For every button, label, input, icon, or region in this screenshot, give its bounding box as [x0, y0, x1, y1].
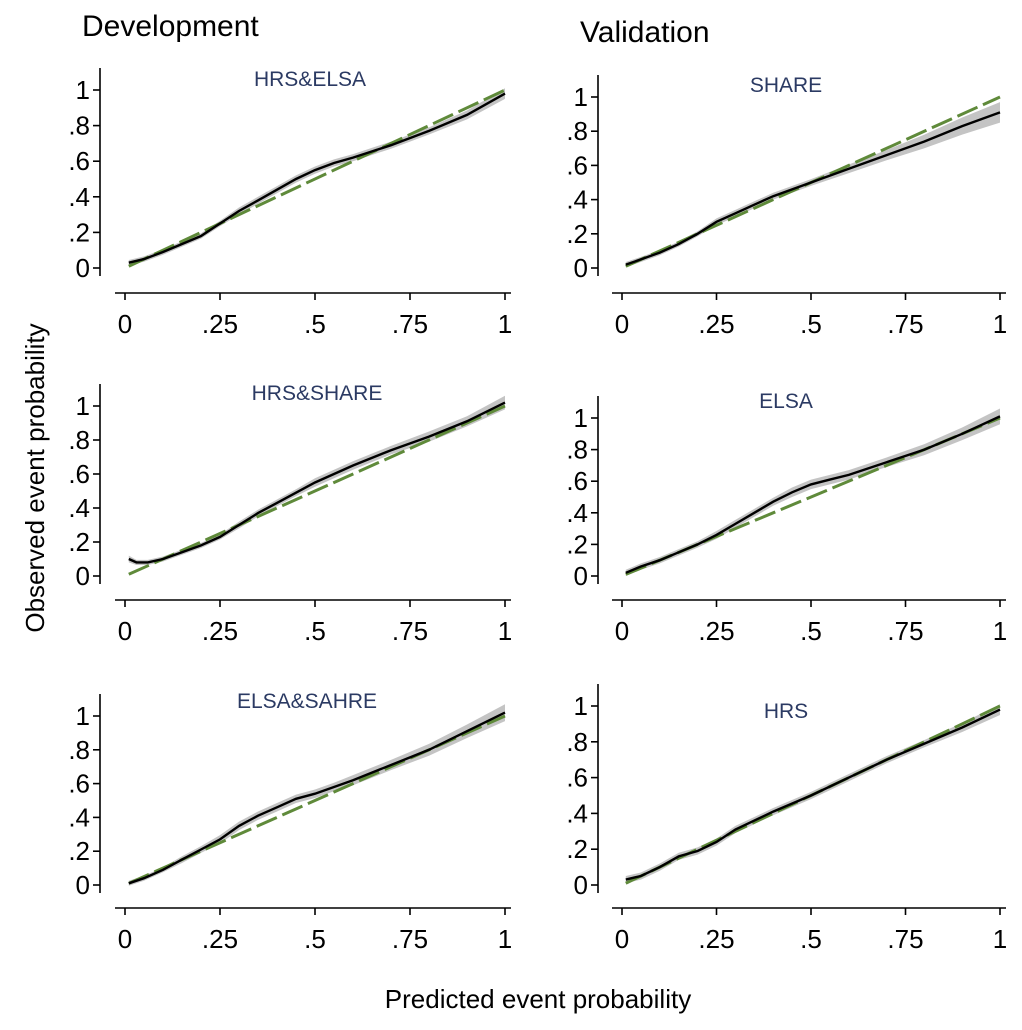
y-tick-label: 0: [76, 561, 90, 591]
y-tick-label: 1: [574, 403, 588, 433]
calibration-line: [128, 92, 506, 264]
x-tick-label: 1: [993, 924, 1007, 954]
x-tick-label: 1: [498, 309, 512, 339]
x-tick-label: 0: [118, 924, 132, 954]
y-tick-label: .2: [566, 529, 588, 559]
x-tick-label: 0: [118, 309, 132, 339]
x-tick-label: .75: [887, 309, 923, 339]
x-tick-label: 0: [118, 616, 132, 646]
panel-6: 0 .2 .4 .6 .8 1 0 .25 .5 .75 1 HRS: [566, 684, 1007, 954]
y-tick-label: .6: [566, 763, 588, 793]
y-tick-label: .8: [68, 735, 90, 765]
y-tick-label: .6: [566, 466, 588, 496]
y-tick-label: .8: [566, 727, 588, 757]
x-tick-label: .5: [304, 924, 326, 954]
y-tick-label: .4: [68, 802, 90, 832]
y-tick-label: 0: [574, 870, 588, 900]
y-axis-title: Observed event probability: [20, 323, 50, 632]
x-tick-label: 1: [993, 309, 1007, 339]
y-tick-label: .4: [566, 798, 588, 828]
x-tick-label: .75: [392, 309, 428, 339]
y-tick-label: .8: [566, 435, 588, 465]
y-tick-label: 1: [574, 82, 588, 112]
y-tick-label: .2: [566, 834, 588, 864]
panel-label: HRS&SHARE: [252, 382, 383, 405]
panel-label: HRS&ELSA: [254, 68, 366, 91]
panel-label: ELSA&SAHRE: [237, 690, 377, 713]
x-tick-label: .25: [202, 309, 238, 339]
y-tick-label: 1: [76, 391, 90, 421]
x-tick-label: .75: [887, 924, 923, 954]
panel-1: 0 .2 .4 .6 .8 1 0 .25 .5 .75 1 HRS&ELSA: [68, 68, 512, 339]
y-tick-label: 1: [574, 691, 588, 721]
x-tick-label: 1: [498, 924, 512, 954]
x-axis-title: Predicted event probability: [385, 984, 691, 1014]
reference-line: [128, 88, 506, 268]
panel-3: 0 .2 .4 .6 .8 1 0 .25 .5 .75 1 HRS&SHARE: [68, 382, 512, 646]
y-tick-label: .2: [68, 217, 90, 247]
calibration-line: [625, 415, 1001, 574]
x-tick-label: .75: [887, 616, 923, 646]
calibration-line: [625, 708, 1001, 881]
x-tick-label: .25: [698, 309, 734, 339]
column-title-development: Development: [82, 10, 259, 43]
x-tick-label: .75: [392, 616, 428, 646]
y-tick-label: 0: [76, 253, 90, 283]
panel-label: SHARE: [750, 74, 822, 97]
calibration-line: [625, 111, 1001, 266]
x-tick-label: .25: [698, 924, 734, 954]
calibration-line: [128, 401, 506, 564]
y-tick-label: .8: [68, 111, 90, 141]
panel-label: ELSA: [759, 390, 813, 413]
confidence-band: [625, 102, 1000, 268]
panel-label: HRS: [764, 700, 808, 723]
x-tick-label: .25: [202, 924, 238, 954]
x-tick-label: .5: [800, 924, 822, 954]
y-tick-label: .4: [566, 498, 588, 528]
panel-2: 0 .2 .4 .6 .8 1 0 .25 .5 .75 1 SHARE: [566, 74, 1007, 339]
y-tick-label: .4: [566, 185, 588, 215]
y-tick-label: .2: [68, 836, 90, 866]
panels-group: 0.2.4.6.810.25.5.75 1HRS&ELSA0.2.4.6.810.…: [68, 68, 1007, 954]
y-tick-label: .6: [68, 146, 90, 176]
x-tick-label: .5: [304, 309, 326, 339]
reference-line: [128, 404, 506, 576]
y-tick-label: .6: [566, 150, 588, 180]
y-tick-label: .2: [68, 527, 90, 557]
y-tick-label: .4: [68, 493, 90, 523]
x-tick-label: 1: [993, 616, 1007, 646]
y-tick-label: .6: [68, 769, 90, 799]
panel-5: 0 .2 .4.6 .8 1 0 .25 .5 .75 1 ELSA&SAHRE: [68, 690, 512, 954]
x-tick-label: 0: [615, 924, 629, 954]
y-tick-label: 0: [574, 253, 588, 283]
y-tick-label: 1: [76, 75, 90, 105]
y-tick-label: 0: [76, 870, 90, 900]
x-tick-label: .25: [698, 616, 734, 646]
x-tick-label: .75: [392, 924, 428, 954]
x-tick-label: .5: [800, 616, 822, 646]
y-tick-label: .8: [566, 116, 588, 146]
calibration-line: [128, 711, 506, 885]
x-tick-label: 1: [498, 616, 512, 646]
y-tick-label: 1: [76, 701, 90, 731]
y-tick-label: .4: [68, 182, 90, 212]
x-tick-label: 0: [615, 616, 629, 646]
column-title-validation: Validation: [580, 16, 710, 49]
y-tick-label: .6: [68, 459, 90, 489]
x-tick-label: .5: [800, 309, 822, 339]
x-tick-label: .25: [202, 616, 238, 646]
x-tick-label: .5: [304, 616, 326, 646]
y-tick-label: .2: [566, 219, 588, 249]
y-tick-label: .8: [68, 425, 90, 455]
x-tick-label: 0: [615, 309, 629, 339]
y-tick-label: 0: [574, 561, 588, 591]
